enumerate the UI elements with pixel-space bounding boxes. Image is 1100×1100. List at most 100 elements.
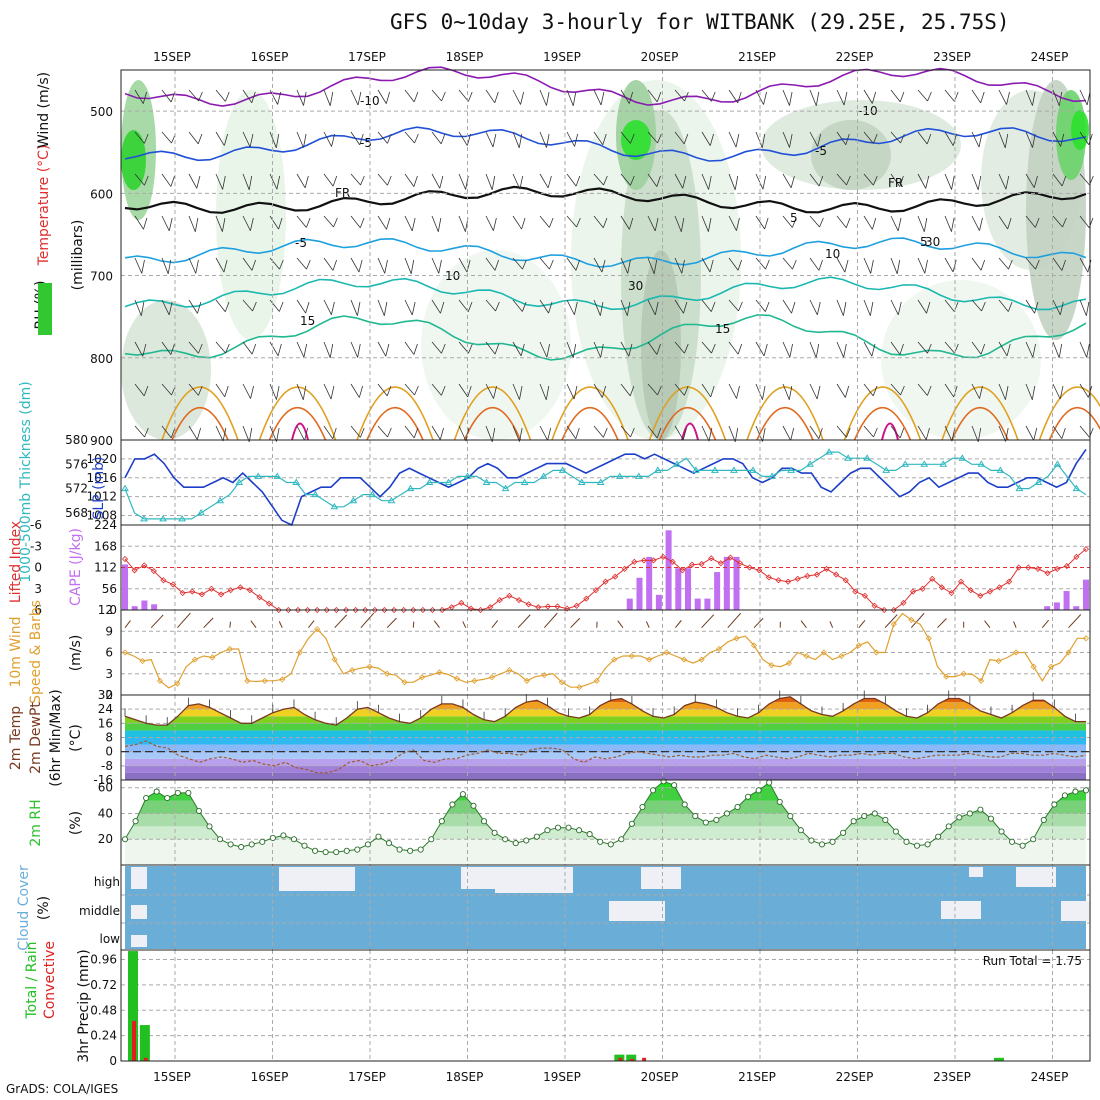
wind-barb bbox=[944, 173, 955, 190]
rh-point bbox=[280, 832, 287, 839]
wind-barb bbox=[323, 257, 337, 271]
cloud-gap bbox=[1061, 901, 1091, 921]
wind-barb bbox=[242, 299, 257, 312]
date-label-top: 24SEP bbox=[1031, 50, 1069, 64]
wind-speed-point bbox=[279, 676, 286, 683]
wind-barb bbox=[161, 131, 176, 144]
rh-point bbox=[692, 813, 699, 820]
lifted-index-point bbox=[429, 606, 436, 614]
lifted-index-point bbox=[400, 606, 407, 614]
wind-barb bbox=[377, 383, 392, 397]
lifted-index-point bbox=[237, 584, 244, 591]
rh-point bbox=[227, 841, 234, 848]
wind-barb-10m bbox=[229, 621, 231, 628]
wind-barb-10m bbox=[433, 620, 440, 629]
wind-barb bbox=[917, 425, 930, 440]
thickness-point bbox=[577, 478, 586, 485]
lifted-index-point bbox=[208, 585, 215, 592]
wind-barb bbox=[701, 89, 716, 102]
thickness-point bbox=[444, 478, 453, 485]
wind-barb bbox=[917, 89, 932, 102]
thickness-point bbox=[672, 460, 681, 467]
isotherm-warm bbox=[366, 407, 424, 441]
rh-shading bbox=[121, 130, 146, 190]
wind-barb bbox=[944, 383, 958, 398]
wind-barb bbox=[1025, 257, 1040, 270]
date-label-bottom: 24SEP bbox=[1031, 1070, 1069, 1084]
wind10m-axis-label: 10m Wind bbox=[8, 616, 24, 687]
thickness-tick: 572 bbox=[65, 482, 88, 496]
rh-point bbox=[734, 803, 741, 811]
contour-label: 15 bbox=[715, 322, 730, 336]
cloud-unit: (%) bbox=[36, 896, 52, 920]
wind-barb bbox=[863, 383, 878, 397]
cloud-gap bbox=[609, 901, 665, 921]
wind-barb bbox=[620, 215, 634, 230]
wind-barb bbox=[215, 131, 229, 146]
rh-point bbox=[206, 823, 213, 830]
wind-speed-point bbox=[261, 677, 268, 684]
precip-total-bar bbox=[128, 951, 138, 1061]
wind-barb bbox=[188, 383, 203, 396]
thickness-point bbox=[159, 514, 167, 522]
lifted-index-point bbox=[246, 587, 253, 594]
cape-bar bbox=[626, 598, 633, 610]
lifted-index-point bbox=[775, 577, 782, 584]
thickness-point bbox=[730, 466, 738, 473]
thickness-point bbox=[711, 466, 719, 473]
wind-barb bbox=[269, 257, 284, 270]
wind-barb bbox=[755, 341, 768, 357]
contour-label: FR bbox=[888, 176, 903, 190]
wind-barb bbox=[971, 341, 986, 355]
wind-barb bbox=[1025, 215, 1040, 228]
wind-barb bbox=[539, 173, 552, 189]
lifted-index-point bbox=[160, 577, 167, 584]
thickness-point bbox=[615, 472, 624, 479]
lifted-index-point bbox=[1082, 546, 1090, 553]
rh-point bbox=[892, 828, 899, 835]
thickness-tick: 576 bbox=[65, 457, 88, 471]
wind-speed-point bbox=[890, 621, 897, 628]
rh-point bbox=[818, 841, 826, 848]
lifted-index-point bbox=[756, 567, 763, 574]
cloud-gap bbox=[1016, 867, 1056, 887]
thickness-point bbox=[787, 466, 795, 473]
lifted-index-point bbox=[131, 567, 138, 574]
cape-bar bbox=[646, 556, 653, 610]
wind-barb bbox=[215, 341, 230, 354]
wind-barb bbox=[701, 173, 712, 190]
wind-speed-point bbox=[523, 677, 530, 684]
thickness-point bbox=[996, 466, 1005, 473]
wind-speed-point bbox=[628, 652, 635, 660]
wind-barb bbox=[539, 341, 551, 358]
wind-barb bbox=[1025, 425, 1038, 441]
lifted-index-point bbox=[1034, 565, 1042, 572]
lifted-index-point bbox=[881, 606, 888, 614]
rh-point bbox=[121, 836, 129, 843]
wind-barb bbox=[377, 299, 388, 316]
contour-label: 10 bbox=[825, 247, 840, 261]
rh-point bbox=[216, 836, 224, 843]
isotherm-warm bbox=[658, 407, 717, 441]
wind-barb bbox=[971, 299, 986, 312]
cape-bar bbox=[704, 598, 711, 610]
rh-point bbox=[882, 816, 889, 823]
wind-barb bbox=[431, 131, 446, 145]
rh-point bbox=[512, 840, 519, 847]
date-label-bottom: 22SEP bbox=[836, 1070, 874, 1084]
lifted-index-tick: -6 bbox=[30, 518, 42, 532]
temp-tick: -8 bbox=[101, 759, 113, 773]
wind-barb bbox=[215, 425, 227, 442]
wind-barb bbox=[485, 383, 497, 399]
wind-barb bbox=[1052, 131, 1065, 147]
wind-barb bbox=[1025, 383, 1036, 400]
wind-barb bbox=[782, 299, 796, 314]
wind-barb bbox=[350, 89, 362, 106]
wind-barb bbox=[1025, 131, 1036, 148]
lifted-index-point bbox=[1054, 565, 1061, 572]
lifted-index-point bbox=[525, 601, 532, 608]
rh-point bbox=[343, 847, 350, 854]
wind-speed-point bbox=[733, 635, 740, 642]
wind-barb bbox=[323, 215, 338, 228]
wind-barb bbox=[377, 173, 392, 186]
